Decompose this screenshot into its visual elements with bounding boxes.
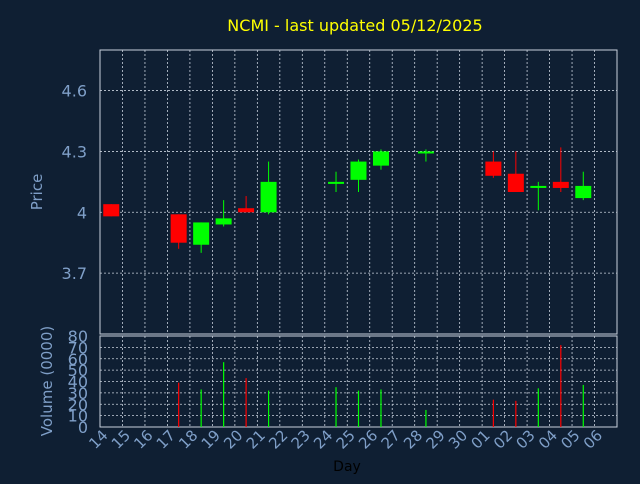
volume-tick-label: 70 xyxy=(68,338,88,357)
candle-body xyxy=(417,151,434,154)
price-axis-label: Price xyxy=(28,174,46,211)
volume-tick-label: 80 xyxy=(68,327,88,346)
candle-body xyxy=(328,181,345,184)
candle-body xyxy=(350,161,367,180)
price-tick-label: 4.6 xyxy=(62,82,87,101)
x-axis: 1415161718192021222324252627282930010203… xyxy=(85,426,606,475)
price-tick-label: 4.3 xyxy=(62,142,87,161)
price-tick-label: 3.7 xyxy=(62,264,87,283)
candle-body xyxy=(193,222,210,245)
candle-body xyxy=(575,185,592,199)
volume-tick-label: 10 xyxy=(68,407,88,426)
candle-body xyxy=(552,181,569,188)
candle-body xyxy=(170,214,187,243)
candle-body xyxy=(372,151,389,166)
volume-tick-label: 40 xyxy=(68,373,88,392)
candle-body xyxy=(103,204,120,217)
candle-body xyxy=(507,173,524,192)
volume-tick-label: 30 xyxy=(68,384,88,403)
chart-title: NCMI - last updated 05/12/2025 xyxy=(227,16,482,35)
x-axis-label: Day xyxy=(333,459,361,475)
volume-axis-label: Volume (0000) xyxy=(38,326,56,436)
candle-body xyxy=(530,185,547,188)
volume-tick-label: 50 xyxy=(68,361,88,380)
price-tick-label: 4 xyxy=(77,203,87,222)
volume-tick-label: 60 xyxy=(68,350,88,369)
price-panel-frame xyxy=(99,49,618,335)
candle-body xyxy=(260,181,277,213)
x-tick-label: 06 xyxy=(580,426,606,452)
volume-tick-label: 20 xyxy=(68,395,88,414)
price-panel: 3.7 4 4.3 4.6 Price xyxy=(28,49,618,335)
candle-body xyxy=(485,161,502,176)
candle-body xyxy=(215,218,232,225)
candle-body xyxy=(238,208,255,213)
volume-tick-label: 0 xyxy=(78,418,88,437)
